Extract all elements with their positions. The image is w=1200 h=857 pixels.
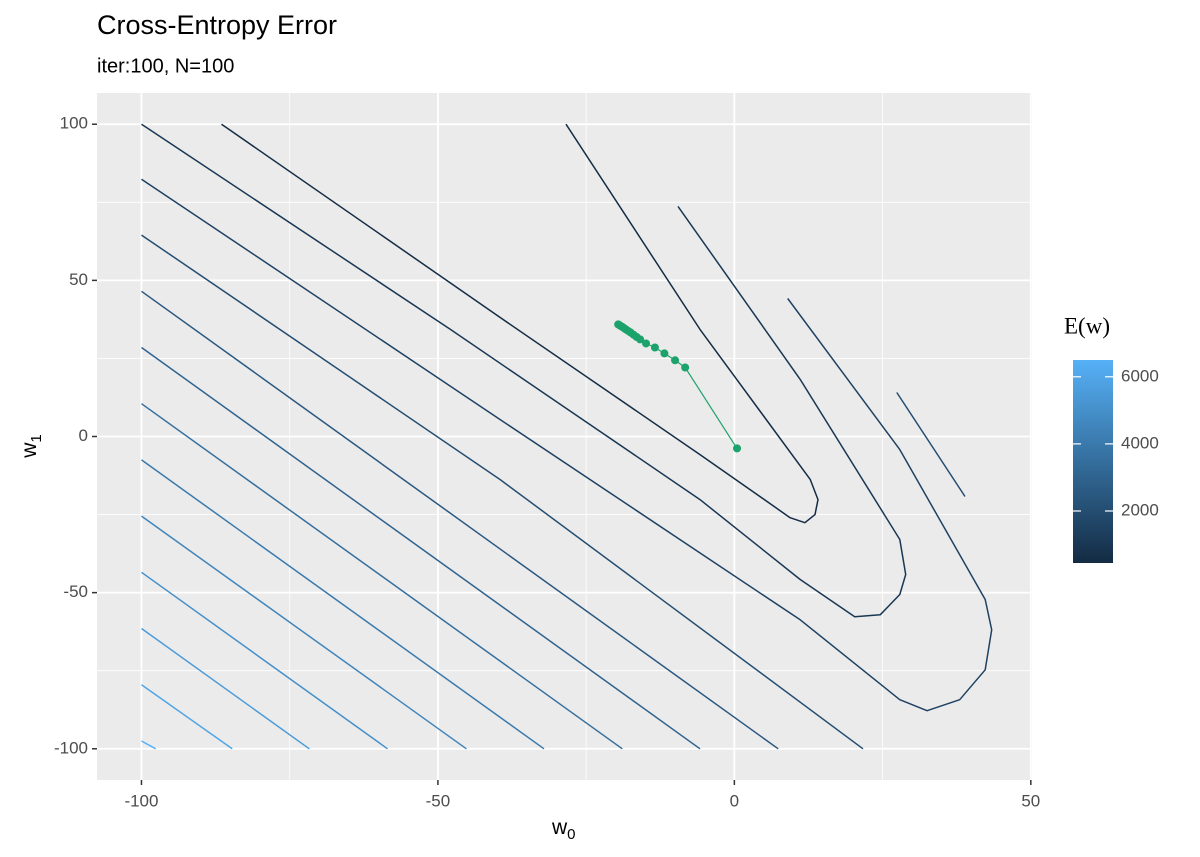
y-tick-label: -100 (54, 738, 88, 757)
x-tick-label: 0 (730, 791, 739, 810)
contour-line (141, 123, 907, 618)
y-tick-label: -50 (63, 582, 88, 601)
contour-line (141, 234, 966, 750)
contour-line (141, 346, 701, 750)
descent-point (650, 343, 659, 352)
contour-line (141, 627, 310, 750)
colorbar-label: 4000 (1121, 433, 1159, 452)
colorbar-label: 2000 (1121, 500, 1159, 519)
colorbar (1073, 360, 1113, 563)
y-tick-label: 0 (79, 426, 88, 445)
contour-line (141, 459, 545, 750)
y-tick-label: 100 (60, 114, 88, 133)
contour-line (141, 403, 623, 750)
contour-line (141, 290, 779, 750)
contour-line (221, 123, 819, 524)
colorbar-label: 6000 (1121, 366, 1159, 385)
chart-title: Cross-Entropy Error (97, 10, 337, 40)
descent-point (733, 444, 742, 453)
x-tick-label: 50 (1021, 791, 1040, 810)
descent-point (671, 356, 680, 365)
x-tick-label: -100 (124, 791, 158, 810)
contour-line (141, 740, 157, 750)
contour-line (141, 684, 233, 750)
contour-line (141, 515, 467, 750)
y-axis-label-text: w (18, 442, 41, 459)
y-axis-label: w1 (18, 434, 45, 459)
descent-point (642, 339, 651, 348)
descent-point (614, 320, 623, 329)
contour-line (141, 571, 388, 750)
descent-point (660, 349, 669, 358)
legend-title: E(w) (1064, 313, 1110, 338)
y-tick-label: 50 (69, 270, 88, 289)
x-axis-label-text: w (551, 816, 568, 839)
y-axis-label-sub: 1 (28, 434, 45, 442)
descent-point (681, 363, 690, 372)
contour-line (141, 178, 993, 712)
x-axis-label: w0 (551, 816, 576, 843)
x-axis-label-sub: 0 (567, 826, 575, 843)
x-tick-label: -50 (426, 791, 451, 810)
chart-subtitle: iter:100, N=100 (97, 55, 234, 77)
